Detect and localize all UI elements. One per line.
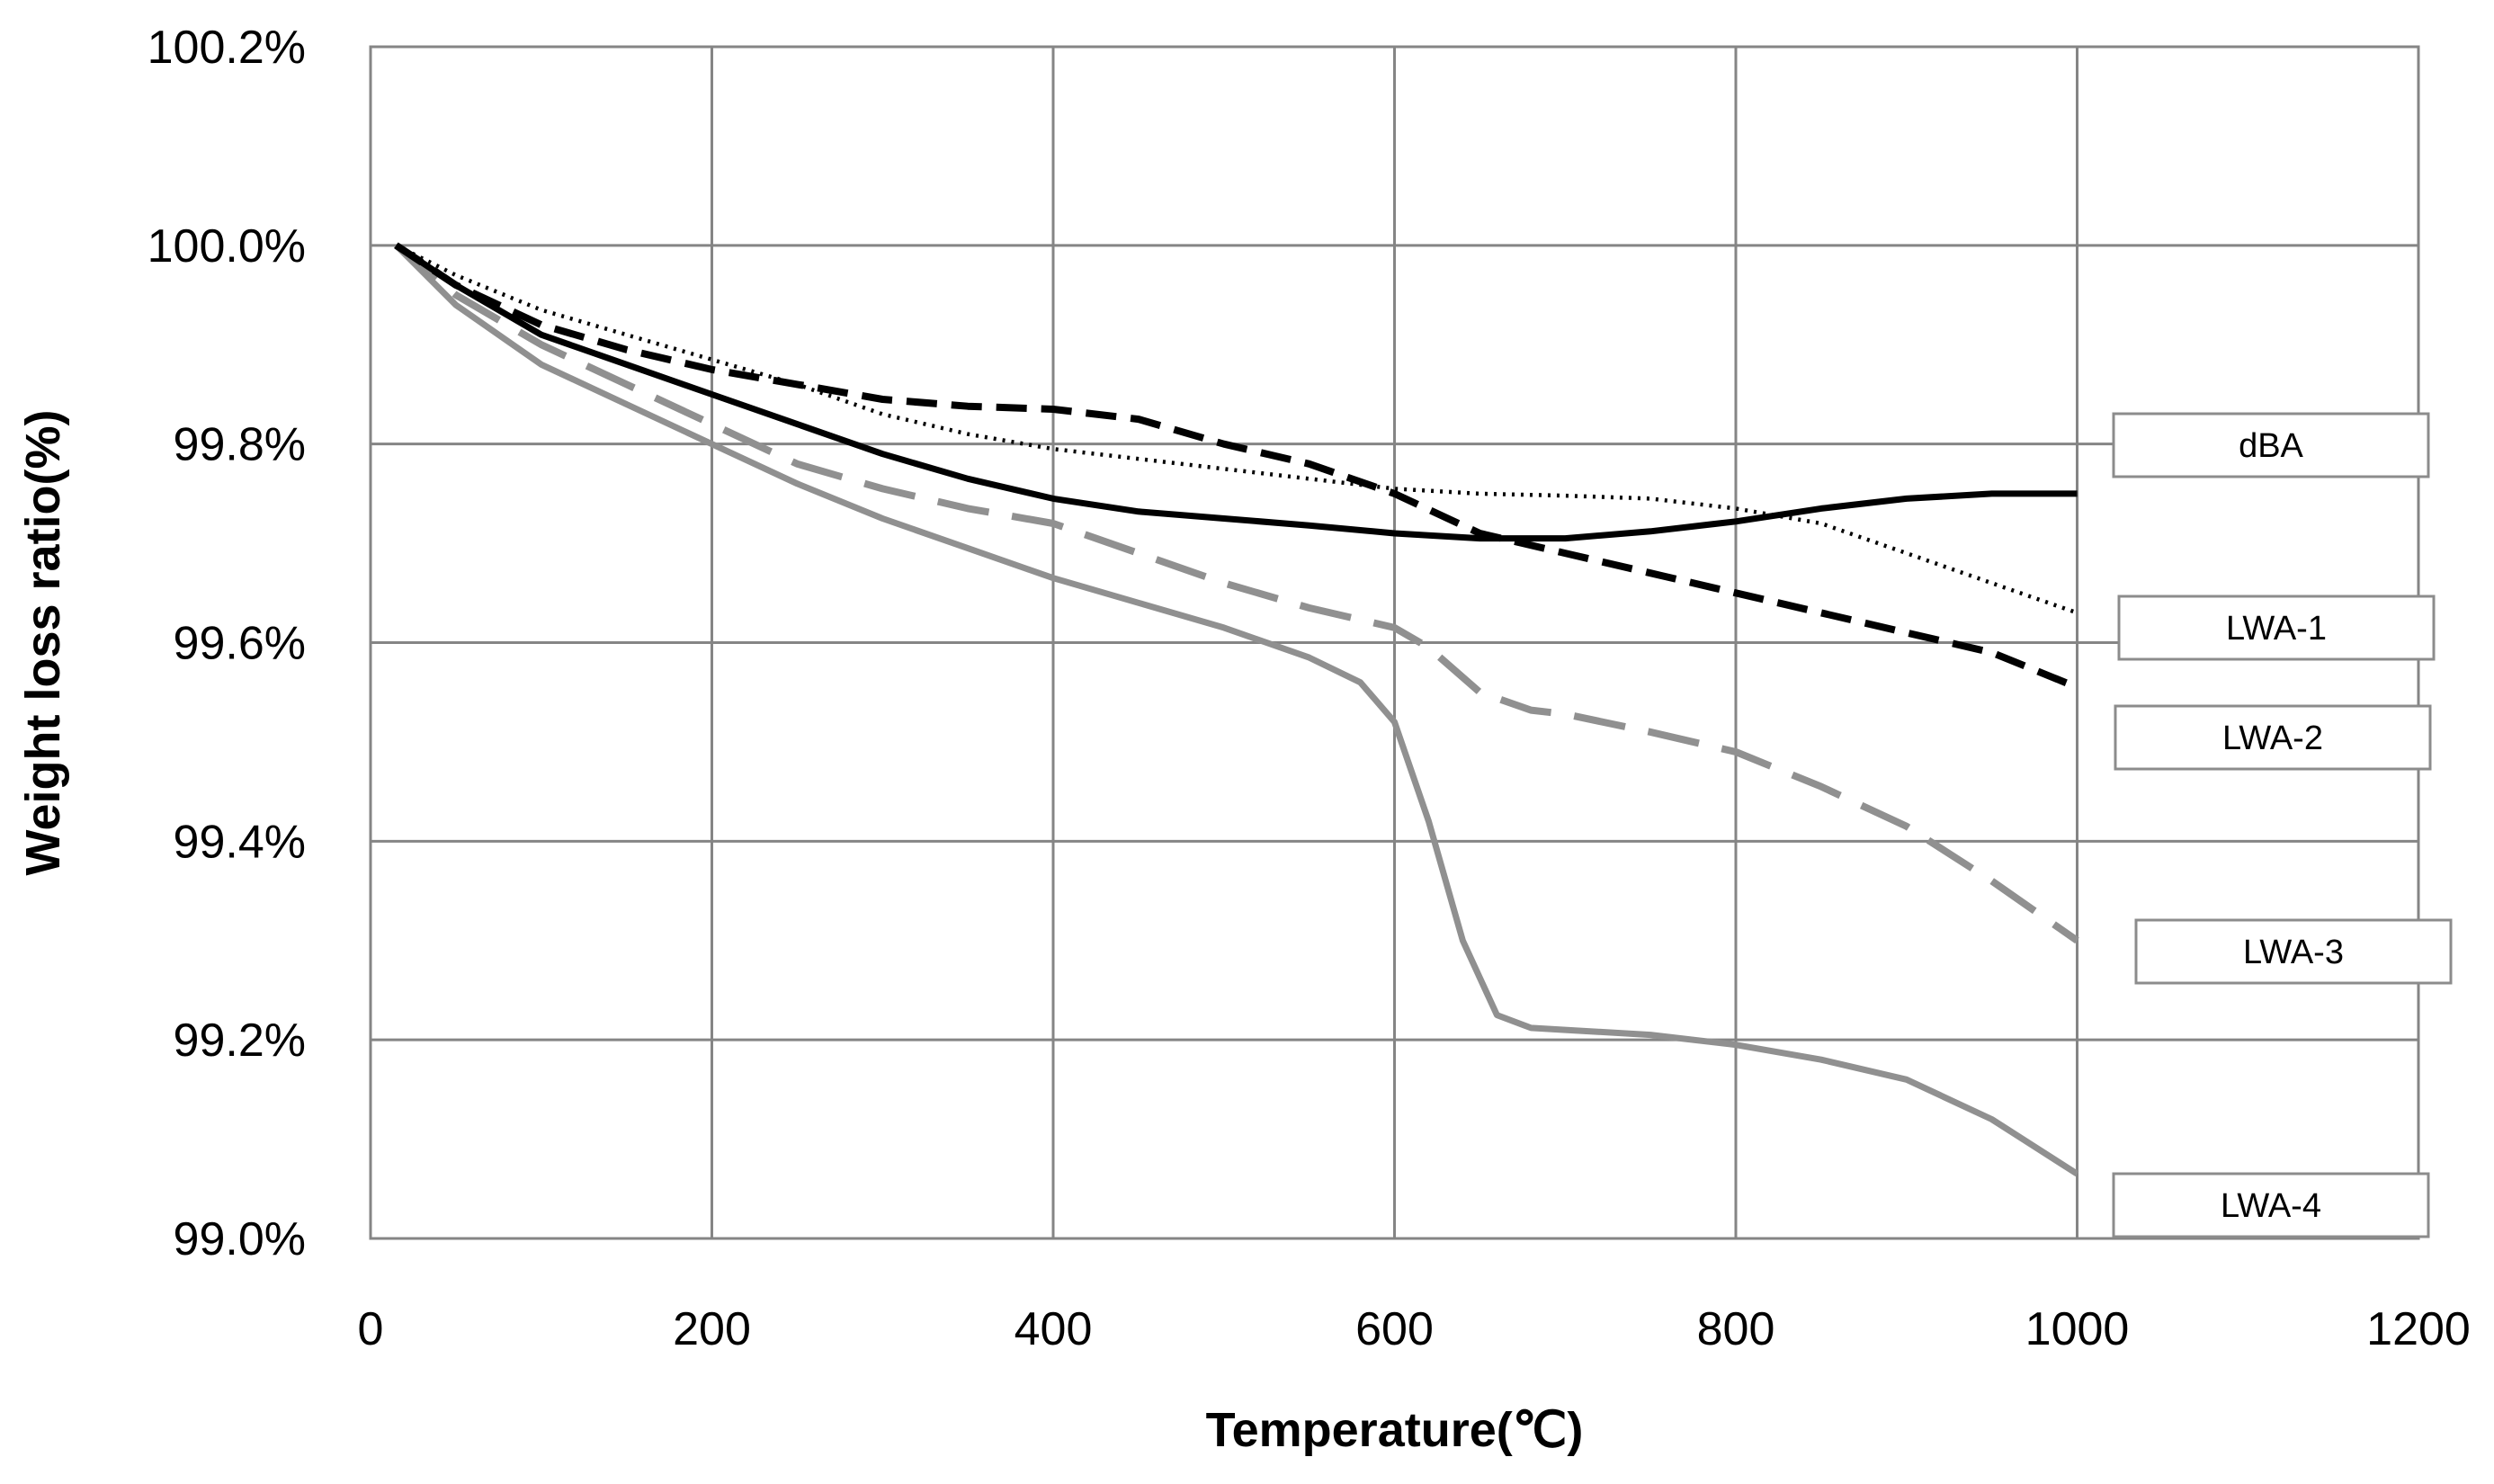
legend-item-lwa-4: LWA-4 — [2112, 1172, 2430, 1238]
y-tick-label: 99.8% — [174, 419, 306, 471]
legend-box — [2117, 594, 2436, 661]
y-axis-title: Weight loss ratio(%) — [16, 409, 70, 875]
grid — [369, 45, 2420, 1240]
y-tick-label: 99.0% — [174, 1213, 306, 1265]
legend: dBA LWA-1 LWA-2 LWA-3 LWA-4 — [2112, 412, 2453, 1238]
x-tick-label: 600 — [1355, 1303, 1434, 1355]
y-tick-label: 100.0% — [147, 220, 306, 273]
legend-label: LWA-3 — [2243, 934, 2344, 971]
series-line-lwa-3 — [393, 242, 2079, 944]
series-layer — [393, 242, 2079, 1177]
legend-label: LWA-4 — [2221, 1187, 2321, 1225]
y-tick-label: 100.2% — [147, 22, 306, 74]
legend-box — [2112, 1172, 2430, 1238]
series-line-lwa-4 — [394, 243, 2079, 1177]
y-tick-label: 99.2% — [174, 1015, 306, 1067]
x-tick-label: 1200 — [2366, 1303, 2471, 1355]
legend-box — [2134, 918, 2453, 985]
legend-box — [2114, 704, 2432, 771]
x-tick-label: 400 — [1015, 1303, 1093, 1355]
legend-item-lwa-2: LWA-2 — [2114, 704, 2432, 771]
y-tick-label: 99.6% — [174, 618, 306, 670]
series-line-lwa-2 — [394, 242, 2079, 691]
legend-label: LWA-1 — [2226, 610, 2327, 648]
legend-label: LWA-2 — [2222, 720, 2323, 757]
x-tick-label: 200 — [673, 1303, 751, 1355]
series-line-dba — [394, 242, 2078, 542]
legend-item-lwa-1: LWA-1 — [2117, 594, 2436, 661]
legend-item-lwa-3: LWA-3 — [2134, 918, 2453, 985]
series-line-lwa-1 — [395, 243, 2078, 615]
x-tick-label: 0 — [358, 1303, 384, 1355]
x-axis-title: Temperature(℃) — [1206, 1403, 1584, 1457]
x-tick-label: 1000 — [2025, 1303, 2130, 1355]
legend-item-dba: dBA — [2112, 412, 2430, 478]
y-tick-label: 99.4% — [174, 816, 306, 868]
x-tick-label: 800 — [1697, 1303, 1775, 1355]
legend-label: dBA — [2239, 427, 2303, 465]
legend-box — [2112, 412, 2430, 478]
tick-labels: 0 200 400 600 800 1000 1200 99.0% 99.2% 99.4% 99.6… — [147, 22, 2471, 1355]
